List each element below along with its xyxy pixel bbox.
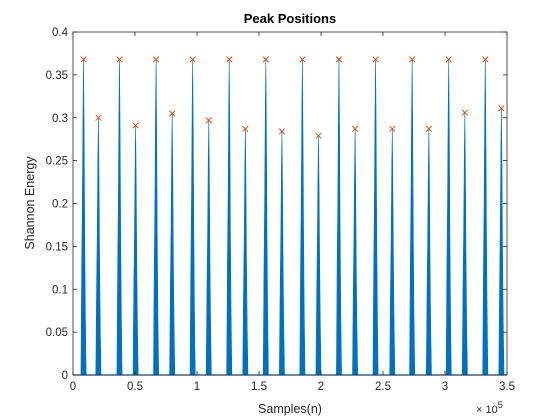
plot-area bbox=[72, 31, 508, 376]
signal-pulse bbox=[445, 59, 452, 376]
signal-pulse bbox=[336, 59, 342, 376]
peak-marker bbox=[226, 56, 233, 63]
x-tick-label: 0.5 bbox=[127, 381, 143, 393]
signal-pulse bbox=[352, 128, 359, 376]
signal-pulse bbox=[153, 59, 159, 376]
signal-pulse bbox=[299, 59, 306, 376]
peak-marker bbox=[169, 110, 176, 117]
peak-marker bbox=[425, 125, 433, 133]
peak-marker bbox=[189, 56, 196, 63]
y-tick-label: 0.35 bbox=[46, 70, 68, 82]
signal-pulse bbox=[189, 59, 196, 376]
signal-pulse bbox=[169, 113, 176, 376]
peak-marker bbox=[299, 56, 306, 63]
peak-marker bbox=[132, 122, 139, 129]
y-axis-label: Shannon Energy bbox=[23, 156, 37, 250]
signal-pulse bbox=[498, 108, 505, 376]
y-tick-label: 0.15 bbox=[46, 241, 68, 253]
y-tick-label: 0 bbox=[62, 370, 68, 382]
peak-marker bbox=[116, 56, 123, 63]
y-tick-label: 0.05 bbox=[46, 327, 68, 339]
peak-marker bbox=[335, 56, 343, 63]
signal-pulse bbox=[95, 117, 102, 376]
signal-pulse bbox=[242, 128, 249, 376]
signal-pulse bbox=[409, 59, 416, 376]
signal-pulse bbox=[262, 59, 269, 376]
signal-pulse bbox=[226, 59, 233, 376]
peak-marker bbox=[408, 56, 416, 63]
y-tick-label: 0.3 bbox=[52, 113, 68, 125]
x-tick-label: 0 bbox=[70, 381, 76, 393]
signal-pulse bbox=[205, 120, 212, 376]
peak-marker bbox=[445, 56, 452, 63]
x-axis-exponent: × 105 bbox=[476, 400, 503, 416]
peak-marker bbox=[389, 125, 396, 133]
y-axis: 0 0.05 0.1 0.15 0.2 0.25 0.3 0.35 0.4 bbox=[46, 27, 507, 382]
x-axis-label: Samples(n) bbox=[258, 402, 322, 416]
x-tick-label: 3.5 bbox=[499, 381, 515, 393]
signal-pulse bbox=[461, 112, 468, 376]
x-tick-label: 2.5 bbox=[375, 381, 391, 393]
signal-series bbox=[73, 59, 507, 376]
peak-markers bbox=[80, 56, 505, 139]
peak-marker bbox=[461, 109, 468, 116]
peak-marker bbox=[315, 132, 322, 139]
signal-pulse bbox=[372, 59, 379, 376]
peak-marker bbox=[498, 105, 505, 112]
x-tick-label: 2 bbox=[318, 381, 324, 393]
y-tick-label: 0.2 bbox=[52, 199, 68, 211]
signal-pulse bbox=[116, 59, 123, 376]
signal-pulse bbox=[80, 59, 87, 376]
peak-marker bbox=[482, 56, 489, 63]
peak-marker bbox=[80, 56, 87, 63]
signal-pulse bbox=[389, 128, 396, 376]
signal-pulse bbox=[482, 59, 489, 376]
x-tick-label: 3 bbox=[442, 381, 448, 393]
peak-marker bbox=[242, 125, 249, 133]
signal-pulse bbox=[425, 128, 432, 376]
peak-marker bbox=[95, 114, 102, 121]
y-tick-label: 0.1 bbox=[52, 284, 68, 296]
x-tick-label: 1 bbox=[194, 381, 200, 393]
plot-background bbox=[73, 32, 507, 375]
y-tick-label: 0.4 bbox=[52, 27, 69, 39]
chart-title: Peak Positions bbox=[244, 11, 336, 26]
peak-marker bbox=[351, 125, 359, 133]
x-tick-label: 1.5 bbox=[251, 381, 267, 393]
peak-marker bbox=[152, 56, 160, 63]
signal-pulse bbox=[132, 125, 139, 376]
peak-marker bbox=[372, 56, 379, 63]
y-tick-label: 0.25 bbox=[46, 156, 68, 168]
signal-pulse bbox=[315, 135, 322, 376]
peak-marker bbox=[262, 56, 269, 63]
peak-marker bbox=[278, 128, 286, 135]
signal-pulse bbox=[279, 131, 285, 376]
x-axis: 0 0.5 1 1.5 2 2.5 3 3.5 bbox=[70, 32, 515, 393]
peak-marker bbox=[205, 117, 212, 124]
